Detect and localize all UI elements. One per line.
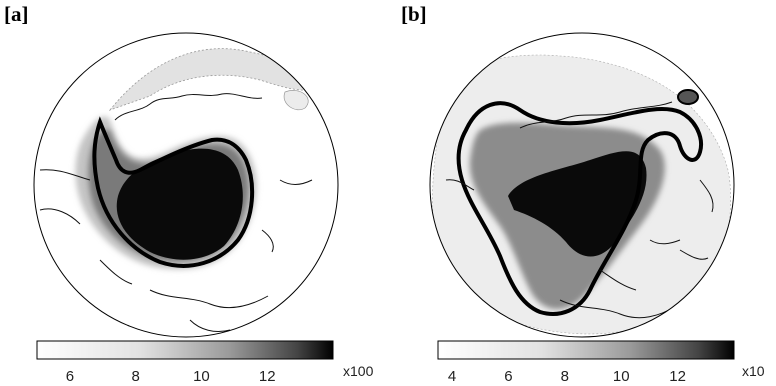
colorbar-a-tick-label: 8 [131, 368, 139, 385]
map-b-bold-contour [456, 101, 703, 316]
map-b-coast-north [445, 101, 673, 191]
map-b-boundary [429, 32, 735, 338]
panel-a-label: [a] [4, 2, 29, 26]
colorbar-a-tick-label: 10 [193, 368, 210, 385]
colorbar-a: 6 8 10 12 [36, 340, 334, 385]
colorbar-b-tick-label: 8 [561, 368, 569, 385]
map-a-coast-north [39, 93, 263, 225]
colorbar-b-unit: x10 [742, 363, 765, 379]
map-b-coast-south [559, 249, 709, 319]
map-a-small-patch [283, 90, 309, 111]
map-b-spot [677, 89, 699, 105]
map-b-dark-core [508, 151, 647, 257]
colorbar-b-tick-label: 10 [613, 368, 630, 385]
colorbar-a-ticks: 6 8 10 12 [66, 368, 276, 385]
map-a-dark-core [116, 148, 243, 260]
map-a-coast-east [261, 179, 313, 253]
map-a-coast-south [99, 259, 269, 333]
colorbar-b-tick-label: 12 [669, 368, 686, 385]
colorbar-b-ticks: 4 6 8 10 12 [448, 368, 686, 385]
map-a-bold-contour [92, 116, 255, 268]
colorbar-b-bar [437, 340, 735, 360]
colorbar-a-tick-label: 12 [259, 368, 276, 385]
colorbar-b-tick-label: 6 [504, 368, 512, 385]
colorbar-a-tick-label: 6 [66, 368, 74, 385]
map-b [429, 32, 735, 338]
colorbar-a-bar [36, 340, 334, 360]
colorbar-b-tick-label: 4 [448, 368, 456, 385]
map-a-boundary [33, 32, 339, 338]
colorbar-a-unit: x100 [343, 363, 374, 379]
colorbar-b: 4 6 8 10 12 [437, 340, 735, 385]
map-b-coast-east [649, 179, 714, 245]
panel-b-label: [b] [401, 2, 427, 26]
map-a [33, 32, 339, 338]
